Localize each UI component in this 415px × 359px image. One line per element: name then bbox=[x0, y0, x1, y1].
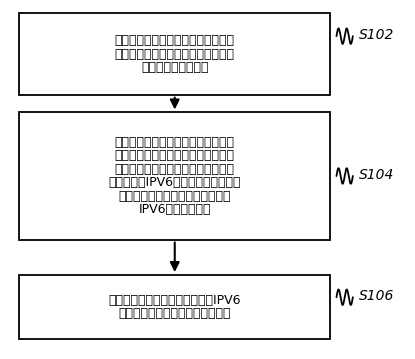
Text: 目标反向服务组件对待访问网页的域: 目标反向服务组件对待访问网页的域 bbox=[115, 149, 235, 162]
Text: 在确定获取到网页访问请求时，基于: 在确定获取到网页访问请求时，基于 bbox=[115, 136, 235, 149]
Text: 问请求，其中，网页访问请求中包含: 问请求，其中，网页访问请求中包含 bbox=[115, 47, 235, 61]
Text: S102: S102 bbox=[359, 28, 394, 42]
Text: IPV6网络地址信息: IPV6网络地址信息 bbox=[139, 203, 211, 216]
Text: 域名对应的IPV6网络地址信息，其中: 域名对应的IPV6网络地址信息，其中 bbox=[108, 176, 241, 189]
Text: 检测是否获取到客户端发送的网页访: 检测是否获取到客户端发送的网页访 bbox=[115, 34, 235, 47]
FancyBboxPatch shape bbox=[19, 13, 330, 95]
Text: 有待访问网页的域名: 有待访问网页的域名 bbox=[141, 61, 208, 74]
FancyBboxPatch shape bbox=[19, 275, 330, 339]
FancyBboxPatch shape bbox=[19, 112, 330, 239]
Text: ，目标反向服务组件中存储有多个: ，目标反向服务组件中存储有多个 bbox=[119, 190, 231, 202]
Text: 网络地址信息，响应网页访问请求: 网络地址信息，响应网页访问请求 bbox=[119, 307, 231, 320]
Text: S104: S104 bbox=[359, 168, 394, 182]
Text: 基于与待访问网页的域名对应的IPV6: 基于与待访问网页的域名对应的IPV6 bbox=[108, 294, 241, 307]
Text: S106: S106 bbox=[359, 289, 394, 303]
Text: 名进行解析，以得到与待访问网页的: 名进行解析，以得到与待访问网页的 bbox=[115, 163, 235, 176]
